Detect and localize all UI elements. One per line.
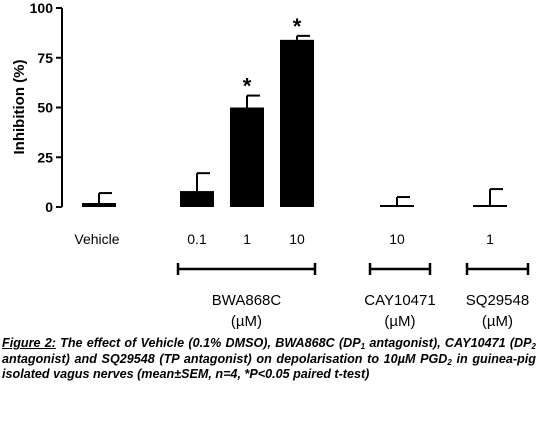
caption-text-3: antagonist) and SQ29548 (TP antagonist) … <box>2 351 448 366</box>
y-tick-label: 0 <box>45 199 53 215</box>
y-axis-label: Inhibition (%) <box>11 60 28 155</box>
caption-text-1: The effect of Vehicle (0.1% DMSO), BWA86… <box>55 336 361 350</box>
bar <box>82 203 116 207</box>
x-tick-label: 10 <box>389 231 405 247</box>
x-tick-label: 1 <box>243 231 251 247</box>
y-tick-label: 25 <box>37 149 53 165</box>
group-name: SQ29548 <box>466 292 529 309</box>
x-tick-label: 10 <box>289 231 305 247</box>
group-brackets: BWA868C (µM) CAY10471 (µM) SQ29548 (µM) <box>176 263 530 330</box>
y-tick-label: 50 <box>37 100 53 116</box>
caption-sub-2: 2 <box>531 342 536 351</box>
x-tick-label: Vehicle <box>74 231 119 247</box>
group-name: CAY10471 <box>364 292 435 309</box>
significance-asterisk: * <box>293 14 302 39</box>
group-unit: (µM) <box>482 313 513 330</box>
figure-label: Figure 2: <box>2 336 56 350</box>
caption-text-2: antagonist), CAY10471 (DP <box>365 336 532 350</box>
x-tick-label: 1 <box>486 231 494 247</box>
caption-sub-3: 2 <box>447 357 452 367</box>
significance-asterisk: * <box>243 74 252 99</box>
bars: ** <box>82 14 507 208</box>
x-tick-label: 0.1 <box>187 231 207 247</box>
group-unit: (µM) <box>384 313 415 330</box>
bar <box>473 205 507 207</box>
y-tick-label: 100 <box>30 0 54 16</box>
y-axis: 0 25 50 75 100 <box>30 0 63 215</box>
group-name: BWA868C <box>212 292 282 309</box>
y-tick-label: 75 <box>37 50 53 66</box>
figure-caption: Figure 2: The effect of Vehicle (0.1% DM… <box>2 336 536 383</box>
caption-sub-1: 1 <box>360 342 366 351</box>
bar <box>280 39 314 208</box>
bar <box>230 107 264 207</box>
caption-text-4: in guinea-pig isolated vagus nerves (mea… <box>2 351 536 382</box>
bar <box>180 191 214 207</box>
group-unit: (µM) <box>231 313 262 330</box>
x-tick-labels: Vehicle 0.1 1 10 10 1 <box>74 231 494 247</box>
